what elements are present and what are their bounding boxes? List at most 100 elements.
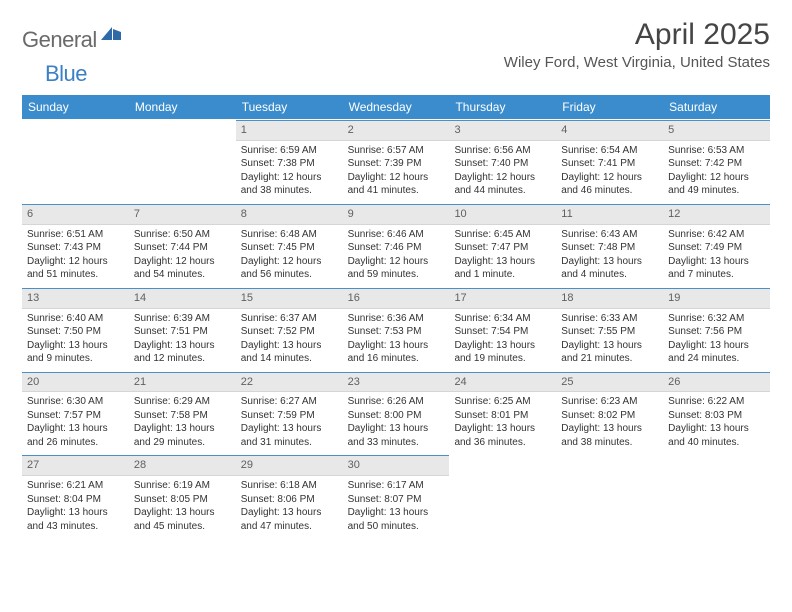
day-cell: 8Sunrise: 6:48 AMSunset: 7:45 PMDaylight… [236, 203, 343, 287]
sunrise-text: Sunrise: 6:39 AM [134, 312, 231, 326]
sunset-text: Sunset: 8:01 PM [454, 409, 551, 423]
week-row: 1Sunrise: 6:59 AMSunset: 7:38 PMDaylight… [22, 119, 770, 203]
daylight-text: Daylight: 13 hours [241, 506, 338, 520]
calendar-grid: Sunday Monday Tuesday Wednesday Thursday… [22, 95, 770, 538]
sunrise-text: Sunrise: 6:23 AM [561, 395, 658, 409]
week-row: 20Sunrise: 6:30 AMSunset: 7:57 PMDayligh… [22, 371, 770, 455]
daylight-text: Daylight: 12 hours [348, 171, 445, 185]
daylight-text: and 56 minutes. [241, 268, 338, 282]
day-body: Sunrise: 6:23 AMSunset: 8:02 PMDaylight:… [556, 392, 663, 454]
logo-text-blue: Blue [45, 61, 87, 86]
day-body: Sunrise: 6:27 AMSunset: 7:59 PMDaylight:… [236, 392, 343, 454]
day-cell: 19Sunrise: 6:32 AMSunset: 7:56 PMDayligh… [663, 287, 770, 371]
day-body: Sunrise: 6:57 AMSunset: 7:39 PMDaylight:… [343, 141, 450, 203]
logo-text-general: General [22, 27, 97, 53]
day-body: Sunrise: 6:36 AMSunset: 7:53 PMDaylight:… [343, 309, 450, 371]
day-number: 26 [663, 372, 770, 393]
day-cell [129, 119, 236, 203]
daylight-text: and 31 minutes. [241, 436, 338, 450]
sunrise-text: Sunrise: 6:33 AM [561, 312, 658, 326]
daylight-text: and 49 minutes. [668, 184, 765, 198]
daylight-text: Daylight: 13 hours [668, 339, 765, 353]
sunset-text: Sunset: 7:52 PM [241, 325, 338, 339]
day-body: Sunrise: 6:26 AMSunset: 8:00 PMDaylight:… [343, 392, 450, 454]
day-cell: 18Sunrise: 6:33 AMSunset: 7:55 PMDayligh… [556, 287, 663, 371]
day-cell: 7Sunrise: 6:50 AMSunset: 7:44 PMDaylight… [129, 203, 236, 287]
weeks-container: 1Sunrise: 6:59 AMSunset: 7:38 PMDaylight… [22, 119, 770, 538]
sunset-text: Sunset: 7:57 PM [27, 409, 124, 423]
day-body: Sunrise: 6:32 AMSunset: 7:56 PMDaylight:… [663, 309, 770, 371]
day-number: 7 [129, 204, 236, 225]
day-header-row: Sunday Monday Tuesday Wednesday Thursday… [22, 95, 770, 119]
daylight-text: and 44 minutes. [454, 184, 551, 198]
day-cell [449, 454, 556, 538]
day-number [663, 455, 770, 474]
daylight-text: and 54 minutes. [134, 268, 231, 282]
day-number [556, 455, 663, 474]
sunrise-text: Sunrise: 6:53 AM [668, 144, 765, 158]
sunrise-text: Sunrise: 6:56 AM [454, 144, 551, 158]
daylight-text: and 43 minutes. [27, 520, 124, 534]
sunset-text: Sunset: 8:07 PM [348, 493, 445, 507]
daylight-text: Daylight: 12 hours [454, 171, 551, 185]
day-cell: 2Sunrise: 6:57 AMSunset: 7:39 PMDaylight… [343, 119, 450, 203]
sunset-text: Sunset: 7:55 PM [561, 325, 658, 339]
month-title: April 2025 [504, 18, 770, 52]
day-body: Sunrise: 6:46 AMSunset: 7:46 PMDaylight:… [343, 225, 450, 287]
day-cell [556, 454, 663, 538]
day-cell: 15Sunrise: 6:37 AMSunset: 7:52 PMDayligh… [236, 287, 343, 371]
day-header-monday: Monday [129, 95, 236, 119]
day-cell: 4Sunrise: 6:54 AMSunset: 7:41 PMDaylight… [556, 119, 663, 203]
day-cell: 6Sunrise: 6:51 AMSunset: 7:43 PMDaylight… [22, 203, 129, 287]
sunset-text: Sunset: 7:50 PM [27, 325, 124, 339]
daylight-text: Daylight: 13 hours [27, 339, 124, 353]
daylight-text: Daylight: 13 hours [561, 255, 658, 269]
sunrise-text: Sunrise: 6:37 AM [241, 312, 338, 326]
sunset-text: Sunset: 7:53 PM [348, 325, 445, 339]
logo: General [22, 18, 123, 55]
sunset-text: Sunset: 7:54 PM [454, 325, 551, 339]
day-header-sunday: Sunday [22, 95, 129, 119]
daylight-text: Daylight: 13 hours [134, 506, 231, 520]
day-number: 11 [556, 204, 663, 225]
sunrise-text: Sunrise: 6:32 AM [668, 312, 765, 326]
day-body: Sunrise: 6:29 AMSunset: 7:58 PMDaylight:… [129, 392, 236, 454]
day-body: Sunrise: 6:17 AMSunset: 8:07 PMDaylight:… [343, 476, 450, 538]
week-row: 27Sunrise: 6:21 AMSunset: 8:04 PMDayligh… [22, 454, 770, 538]
daylight-text: Daylight: 12 hours [27, 255, 124, 269]
sunset-text: Sunset: 7:45 PM [241, 241, 338, 255]
day-body: Sunrise: 6:30 AMSunset: 7:57 PMDaylight:… [22, 392, 129, 454]
daylight-text: and 47 minutes. [241, 520, 338, 534]
sunset-text: Sunset: 7:43 PM [27, 241, 124, 255]
sunset-text: Sunset: 7:39 PM [348, 157, 445, 171]
daylight-text: and 41 minutes. [348, 184, 445, 198]
daylight-text: Daylight: 13 hours [348, 339, 445, 353]
day-number: 12 [663, 204, 770, 225]
day-body: Sunrise: 6:34 AMSunset: 7:54 PMDaylight:… [449, 309, 556, 371]
daylight-text: and 26 minutes. [27, 436, 124, 450]
day-body: Sunrise: 6:53 AMSunset: 7:42 PMDaylight:… [663, 141, 770, 203]
day-cell: 27Sunrise: 6:21 AMSunset: 8:04 PMDayligh… [22, 454, 129, 538]
daylight-text: and 4 minutes. [561, 268, 658, 282]
day-cell: 26Sunrise: 6:22 AMSunset: 8:03 PMDayligh… [663, 371, 770, 455]
day-body: Sunrise: 6:19 AMSunset: 8:05 PMDaylight:… [129, 476, 236, 538]
day-number [449, 455, 556, 474]
sunrise-text: Sunrise: 6:29 AM [134, 395, 231, 409]
day-cell: 14Sunrise: 6:39 AMSunset: 7:51 PMDayligh… [129, 287, 236, 371]
day-header-thursday: Thursday [449, 95, 556, 119]
day-number: 22 [236, 372, 343, 393]
sunrise-text: Sunrise: 6:40 AM [27, 312, 124, 326]
day-cell: 29Sunrise: 6:18 AMSunset: 8:06 PMDayligh… [236, 454, 343, 538]
day-number: 10 [449, 204, 556, 225]
daylight-text: Daylight: 12 hours [134, 255, 231, 269]
sunrise-text: Sunrise: 6:36 AM [348, 312, 445, 326]
daylight-text: Daylight: 12 hours [241, 255, 338, 269]
daylight-text: and 45 minutes. [134, 520, 231, 534]
day-cell: 10Sunrise: 6:45 AMSunset: 7:47 PMDayligh… [449, 203, 556, 287]
daylight-text: Daylight: 13 hours [134, 422, 231, 436]
day-body: Sunrise: 6:43 AMSunset: 7:48 PMDaylight:… [556, 225, 663, 287]
day-cell: 12Sunrise: 6:42 AMSunset: 7:49 PMDayligh… [663, 203, 770, 287]
day-number: 2 [343, 120, 450, 141]
sunrise-text: Sunrise: 6:51 AM [27, 228, 124, 242]
sunset-text: Sunset: 7:40 PM [454, 157, 551, 171]
